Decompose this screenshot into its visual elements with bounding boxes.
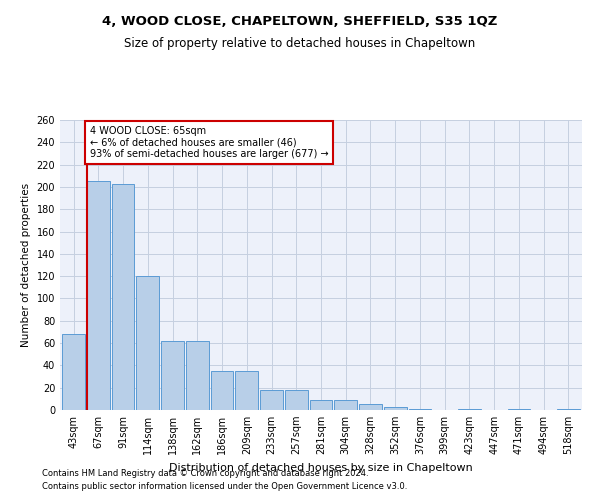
Bar (458, 409, 481, 410)
Bar (62, 334, 85, 410)
Bar (211, 371, 233, 410)
Bar (260, 390, 283, 410)
Bar (161, 341, 184, 410)
Bar (557, 409, 580, 410)
Text: Contains public sector information licensed under the Open Government Licence v3: Contains public sector information licen… (42, 482, 407, 491)
Bar (508, 409, 530, 410)
Bar (310, 400, 332, 410)
Y-axis label: Number of detached properties: Number of detached properties (21, 183, 31, 347)
Bar (359, 404, 382, 410)
Bar (136, 276, 159, 410)
Bar (384, 406, 407, 410)
Bar (409, 409, 431, 410)
Bar (186, 341, 209, 410)
Bar (285, 390, 308, 410)
Bar (235, 371, 258, 410)
Text: Contains HM Land Registry data © Crown copyright and database right 2024.: Contains HM Land Registry data © Crown c… (42, 468, 368, 477)
Text: Size of property relative to detached houses in Chapeltown: Size of property relative to detached ho… (124, 38, 476, 51)
Text: 4, WOOD CLOSE, CHAPELTOWN, SHEFFIELD, S35 1QZ: 4, WOOD CLOSE, CHAPELTOWN, SHEFFIELD, S3… (103, 15, 497, 28)
X-axis label: Distribution of detached houses by size in Chapeltown: Distribution of detached houses by size … (169, 462, 473, 472)
Text: 4 WOOD CLOSE: 65sqm
← 6% of detached houses are smaller (46)
93% of semi-detache: 4 WOOD CLOSE: 65sqm ← 6% of detached hou… (90, 126, 329, 159)
Bar (334, 400, 357, 410)
Bar (87, 182, 110, 410)
Bar (112, 184, 134, 410)
